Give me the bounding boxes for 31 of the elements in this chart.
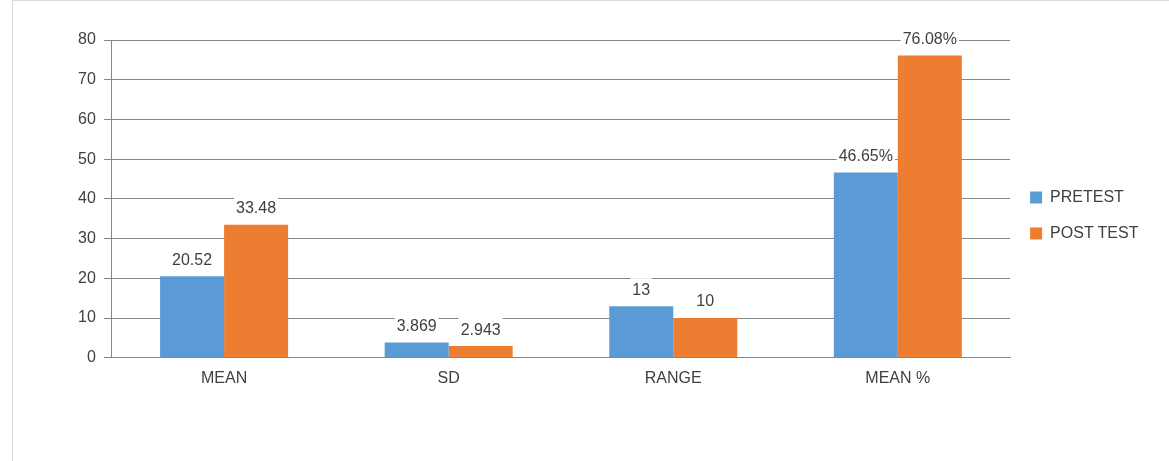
y-tick-label: 70 xyxy=(78,70,96,88)
data-label: 46.65% xyxy=(838,146,893,164)
bar xyxy=(448,346,513,358)
y-tick-label: 0 xyxy=(86,348,96,366)
y-tick-label: 80 xyxy=(78,30,96,48)
y-tick-label: 10 xyxy=(78,308,96,326)
x-tick-label: MEAN xyxy=(200,368,248,386)
x-tick-label: SD xyxy=(437,368,460,386)
y-tick-label: 60 xyxy=(78,109,96,127)
data-label: 76.08% xyxy=(902,29,957,47)
bar xyxy=(160,276,225,358)
bar xyxy=(384,342,449,358)
y-tick-label: 40 xyxy=(78,189,96,207)
y-tick-label: 30 xyxy=(78,229,96,247)
legend-label: POST TEST xyxy=(1050,223,1139,241)
bar xyxy=(224,224,289,358)
x-tick-label: MEAN % xyxy=(865,368,931,386)
bar xyxy=(609,306,674,358)
data-label: 33.48 xyxy=(236,199,277,217)
data-label: 10 xyxy=(696,292,715,310)
y-tick-label: 20 xyxy=(78,268,96,286)
legend-label: PRETEST xyxy=(1050,187,1125,205)
bar xyxy=(673,318,738,358)
y-tick-label: 50 xyxy=(78,149,96,167)
bar xyxy=(897,55,962,358)
x-tick-label: RANGE xyxy=(644,368,702,386)
data-label: 2.943 xyxy=(460,320,501,338)
bar xyxy=(833,172,898,358)
data-label: 3.869 xyxy=(396,316,437,334)
data-label: 13 xyxy=(632,280,651,298)
data-label: 20.52 xyxy=(172,250,213,268)
